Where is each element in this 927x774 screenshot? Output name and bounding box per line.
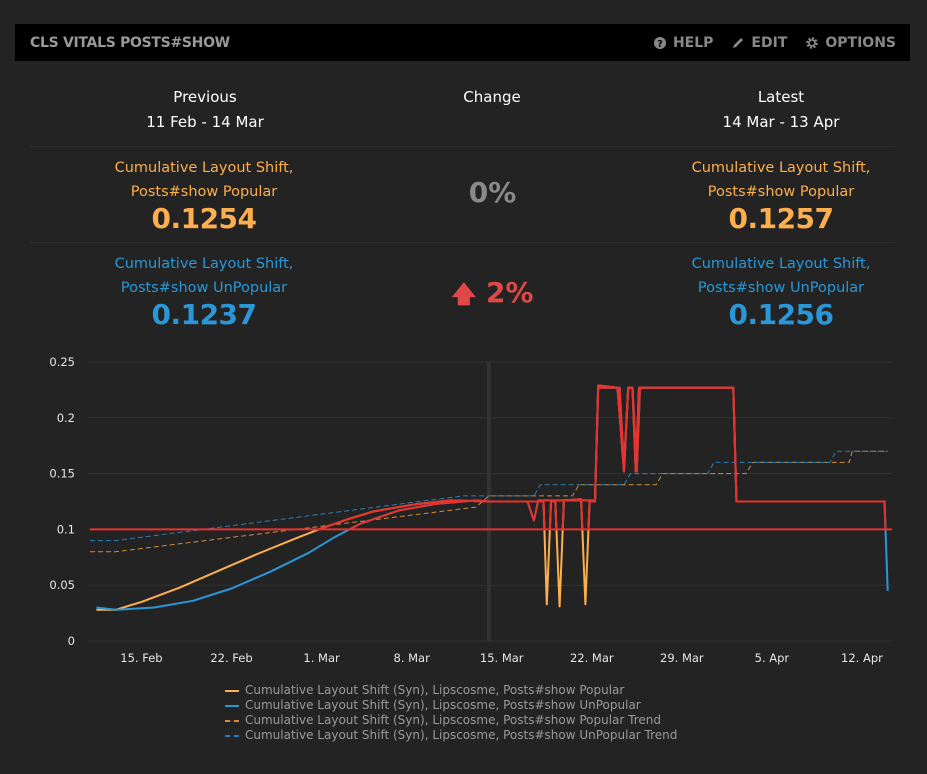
- edit-label: EDIT: [751, 34, 788, 51]
- gear-icon: [806, 36, 819, 49]
- series-line-above-threshold: [347, 386, 887, 530]
- metric-value: 0.1257: [728, 202, 834, 235]
- latest-popular: Cumulative Layout Shift, Posts#show Popu…: [636, 156, 926, 234]
- widget-title: CLS VITALS POSTS#SHOW: [30, 34, 230, 51]
- legend-label: Cumulative Layout Shift (Syn), Lipscosme…: [245, 683, 625, 697]
- y-tick-label: 0.2: [57, 411, 75, 425]
- x-tick-label: 5. Apr: [755, 651, 790, 665]
- options-label: OPTIONS: [825, 34, 896, 51]
- y-tick-label: 0.05: [49, 578, 75, 592]
- metric-label: Cumulative Layout Shift,: [114, 256, 294, 272]
- change-header: Change: [347, 85, 637, 110]
- latest-header: Latest 14 Mar - 13 Apr: [636, 85, 926, 135]
- series-line: [96, 384, 886, 611]
- legend-label: Cumulative Layout Shift (Syn), Lipscosme…: [245, 698, 641, 712]
- metric-label: Cumulative Layout Shift,: [691, 256, 871, 272]
- change-heading: Change: [463, 88, 521, 106]
- x-tick-label: 12. Apr: [841, 651, 883, 665]
- svg-text:?: ?: [657, 39, 663, 50]
- divider: [30, 242, 895, 243]
- previous-unpopular: Cumulative Layout Shift, Posts#show UnPo…: [59, 252, 349, 330]
- x-tick-label: 22. Mar: [570, 651, 614, 665]
- help-circle-icon: ?: [653, 36, 666, 50]
- change-unpopular: 🡅 2%: [350, 276, 635, 318]
- latest-heading: Latest: [757, 88, 805, 106]
- chart-legend: Cumulative Layout Shift (Syn), Lipscosme…: [225, 683, 677, 743]
- pencil-icon: [733, 37, 744, 48]
- y-tick-label: 0: [68, 634, 75, 648]
- metric-label: Posts#show Popular: [707, 184, 855, 200]
- legend-swatch: [225, 689, 239, 692]
- latest-range: 14 Mar - 13 Apr: [722, 113, 840, 131]
- legend-item[interactable]: Cumulative Layout Shift (Syn), Lipscosme…: [225, 728, 677, 743]
- legend-item[interactable]: Cumulative Layout Shift (Syn), Lipscosme…: [225, 683, 677, 698]
- y-tick-label: 0.1: [57, 522, 75, 536]
- metric-label: Cumulative Layout Shift,: [691, 160, 871, 176]
- previous-heading: Previous: [173, 88, 237, 106]
- series-line: [90, 450, 888, 542]
- divider: [30, 146, 895, 147]
- arrow-up-icon: 🡅: [451, 280, 477, 308]
- metric-label: Cumulative Layout Shift,: [114, 160, 294, 176]
- x-tick-label: 1. Mar: [303, 651, 340, 665]
- legend-item[interactable]: Cumulative Layout Shift (Syn), Lipscosme…: [225, 713, 677, 728]
- metric-value: 0.1256: [728, 298, 834, 331]
- metric-label: Posts#show Popular: [130, 184, 278, 200]
- series-line: [90, 450, 888, 553]
- series-line: [96, 386, 889, 611]
- change-value: 2%: [485, 276, 534, 309]
- edit-button[interactable]: EDIT: [731, 35, 787, 51]
- metric-value: 0.1254: [151, 202, 257, 235]
- metric-label: Posts#show UnPopular: [120, 280, 288, 296]
- widget-header: CLS VITALS POSTS#SHOW ? HELP EDIT OPTION…: [15, 24, 910, 61]
- legend-label: Cumulative Layout Shift (Syn), Lipscosme…: [245, 713, 661, 727]
- change-popular: 0%: [468, 176, 517, 209]
- previous-range: 11 Feb - 14 Mar: [146, 113, 264, 131]
- x-tick-label: 29. Mar: [660, 651, 704, 665]
- x-tick-label: 22. Feb: [210, 651, 252, 665]
- legend-swatch: [225, 734, 239, 737]
- x-tick-label: 15. Mar: [480, 651, 524, 665]
- latest-unpopular: Cumulative Layout Shift, Posts#show UnPo…: [636, 252, 926, 330]
- metric-label: Posts#show UnPopular: [697, 280, 865, 296]
- help-label: HELP: [672, 34, 714, 51]
- metric-value: 0.1237: [151, 298, 257, 331]
- previous-popular: Cumulative Layout Shift, Posts#show Popu…: [59, 156, 349, 234]
- previous-header: Previous 11 Feb - 14 Mar: [60, 85, 350, 135]
- cls-line-chart: 0 0.05 0.1 0.15 0.2 0.25 15. Feb 22. Feb 1. Mar 8…: [49, 355, 892, 665]
- legend-swatch: [225, 704, 239, 707]
- series-line-above-threshold: [316, 384, 886, 530]
- legend-label: Cumulative Layout Shift (Syn), Lipscosme…: [245, 728, 678, 742]
- y-tick-label: 0.25: [49, 355, 75, 369]
- y-tick-label: 0.15: [49, 467, 75, 481]
- legend-swatch: [225, 719, 239, 722]
- help-button[interactable]: ? HELP: [653, 35, 713, 51]
- x-tick-label: 15. Feb: [120, 651, 162, 665]
- options-button[interactable]: OPTIONS: [805, 35, 896, 51]
- legend-item[interactable]: Cumulative Layout Shift (Syn), Lipscosme…: [225, 698, 677, 713]
- x-tick-label: 8. Mar: [393, 651, 430, 665]
